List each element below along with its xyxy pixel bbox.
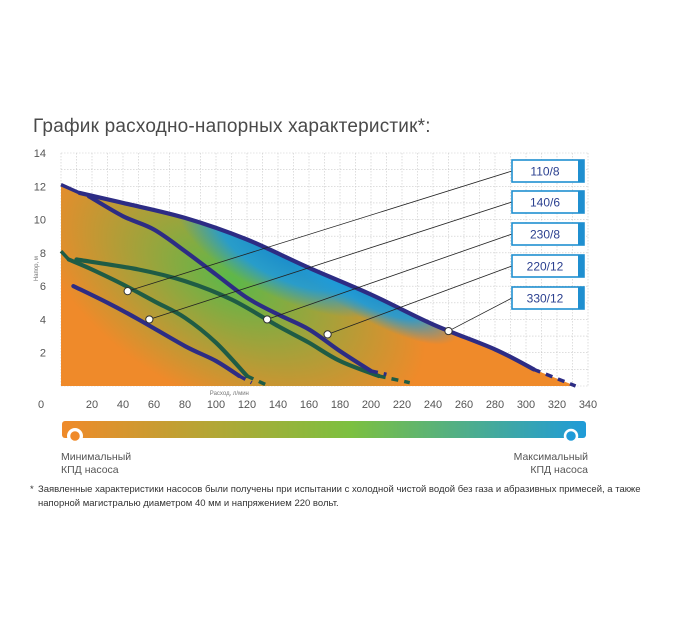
curve-extension-dashed [370, 369, 387, 377]
model-label-110-8: 110/8 [123, 159, 585, 296]
y-tick-label: 8 [40, 248, 46, 260]
x-tick-label: 240 [424, 399, 442, 411]
curve-start-stub [59, 250, 71, 261]
x-tick-label: 320 [548, 399, 566, 411]
min-label-line2: КПД насоса [61, 464, 119, 476]
model-label-text: 230/8 [530, 228, 560, 242]
y-tick-label: 2 [40, 348, 46, 360]
x-tick-label: 300 [517, 399, 535, 411]
model-leaders: 110/8 140/6 230/8 220/12 330/12 [123, 159, 585, 339]
x-tick-label: 20 [86, 399, 98, 411]
curve-220-12 [86, 194, 387, 377]
model-label-accent [578, 223, 584, 245]
curve-marker [263, 315, 272, 324]
curve-line [86, 194, 374, 374]
leader-line [267, 233, 513, 320]
x-tick-label: 200 [362, 399, 380, 411]
leader-line [448, 297, 513, 332]
model-label-text: 110/8 [530, 165, 559, 179]
min-efficiency-label: Минимальный КПД насоса [61, 451, 131, 477]
x-tick-label: 60 [148, 399, 160, 411]
curve-extension-dashed [238, 374, 253, 385]
x-tick-label: 220 [393, 399, 411, 411]
y-tick-label: 10 [34, 215, 46, 227]
curve-extension-dashed [246, 374, 270, 388]
y-axis-ticks: 2 4 6 8 10 12 14 [34, 148, 46, 360]
max-label-line2: КПД насоса [530, 464, 588, 476]
max-efficiency-dot [563, 428, 579, 444]
curve-line [74, 257, 381, 379]
footnote-text: Заявленные характеристики насосов были п… [38, 484, 641, 509]
leader-line [327, 265, 513, 335]
x-tick-label: 80 [179, 399, 191, 411]
y-tick-label: 6 [40, 281, 46, 293]
model-label-accent [578, 287, 584, 309]
model-label-140-6: 140/6 [145, 190, 585, 324]
x-tick-label-origin: 0 [38, 399, 44, 411]
x-axis-label: Расход, л/мин [210, 391, 249, 397]
x-tick-label: 100 [207, 399, 225, 411]
curve-marker [444, 326, 453, 336]
model-label-text: 140/6 [530, 196, 560, 210]
curve-line [71, 284, 242, 379]
page-title: График расходно-напорных характеристик*: [33, 116, 431, 137]
footnote: * Заявленные характеристики насосов были… [30, 483, 655, 511]
x-tick-label: 280 [486, 399, 504, 411]
curve-marker [123, 287, 132, 296]
model-label-330-12: 330/12 [444, 286, 585, 336]
model-label-accent [578, 191, 584, 213]
curve-extension-dashed [378, 374, 411, 385]
x-tick-label: 180 [331, 399, 349, 411]
model-label-220-12: 220/12 [323, 254, 585, 339]
model-label-accent [578, 255, 584, 277]
min-label-line1: Минимальный [61, 451, 132, 463]
min-efficiency-dot [67, 428, 83, 444]
leader-line [149, 201, 513, 320]
leader-line [127, 170, 513, 292]
max-efficiency-label: Максимальный КПД насоса [514, 451, 588, 477]
model-label-text: 330/12 [527, 292, 564, 306]
model-label-230-8: 230/8 [263, 222, 585, 324]
y-tick-label: 4 [40, 314, 46, 326]
efficiency-gradient-bar [62, 421, 586, 438]
model-label-accent [578, 160, 584, 182]
x-tick-label: 260 [455, 399, 473, 411]
curve-marker [323, 330, 332, 339]
curve-110-8 [66, 257, 270, 388]
y-tick-label: 12 [34, 181, 46, 193]
x-tick-label: 120 [238, 399, 256, 411]
curve-line [66, 257, 250, 379]
curve-230-8 [74, 257, 411, 385]
y-tick-label: 14 [34, 148, 46, 160]
x-tick-label: 340 [579, 399, 597, 411]
curve-marker [145, 315, 154, 324]
max-label-line1: Максимальный [513, 451, 588, 463]
y-axis-label: Напор, м [34, 256, 40, 281]
x-tick-label: 160 [300, 399, 318, 411]
model-label-text: 220/12 [527, 260, 564, 274]
x-tick-label: 140 [269, 399, 287, 411]
curve-140-6 [71, 284, 253, 385]
envelope-start [60, 183, 81, 195]
x-tick-label: 40 [117, 399, 129, 411]
efficiency-legend-bar [62, 421, 586, 444]
footnote-star: * [30, 484, 34, 495]
x-axis-ticks: 0 20 40 60 80 100 120 140 160 180 200 220 240 260 280 3… [38, 399, 597, 411]
